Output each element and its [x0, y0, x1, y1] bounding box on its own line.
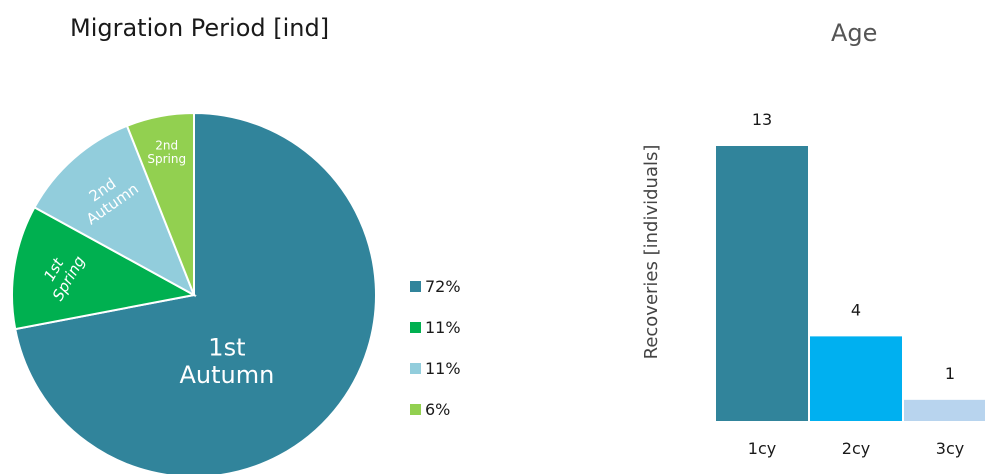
bar-1cy [716, 146, 808, 421]
pie-slice-label-line: Autumn [179, 361, 274, 389]
legend-label: 72% [425, 277, 461, 296]
bar-data-label: 4 [851, 300, 861, 319]
pie-slice-label-line: 1st [208, 333, 245, 361]
legend-label: 11% [425, 318, 461, 337]
pie-chart-title: Migration Period [ind] [70, 14, 330, 42]
pie-slice-label-line: 2nd [155, 138, 178, 152]
legend-label: 6% [425, 400, 451, 419]
legend-item-1st-autumn: 72% [410, 266, 461, 307]
pie-slice-1st-autumn [14, 111, 377, 474]
legend-swatch [410, 281, 421, 292]
x-tick-label: 1cy [748, 439, 776, 458]
bar-data-label: 1 [945, 364, 955, 383]
x-tick-label: 2cy [842, 439, 870, 458]
legend-swatch [410, 322, 421, 333]
legend-swatch [410, 404, 421, 415]
legend-item-2nd-spring: 6% [410, 389, 461, 430]
bar-data-label: 13 [752, 110, 772, 129]
pie-slice-2nd-autumn [33, 124, 196, 298]
legend-label: 11% [425, 359, 461, 378]
pie-legend: 72% 11% 11% 6% [410, 266, 461, 430]
legend-item-2nd-autumn: 11% [410, 348, 461, 389]
x-tick-label: 3cy [936, 439, 964, 458]
pie-slice-label-line: Spring [147, 152, 186, 166]
bar-3cy [904, 399, 985, 421]
bar-2cy [810, 336, 902, 421]
legend-swatch [410, 363, 421, 374]
legend-item-1st-spring: 11% [410, 307, 461, 348]
pie-slice-2nd-spring [125, 111, 195, 296]
bar-chart-title: Age [831, 19, 878, 47]
y-axis-label: Recoveries [individuals] [641, 145, 662, 360]
pie-slice-1st-spring [11, 205, 197, 331]
